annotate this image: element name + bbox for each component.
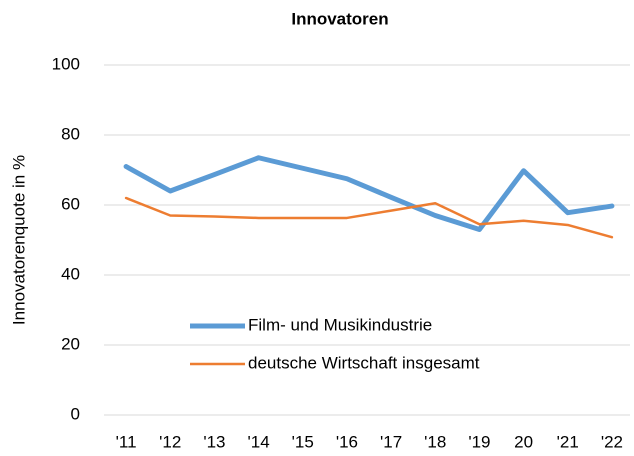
series-line: [123, 155, 615, 232]
x-tick-label: '15: [292, 432, 314, 451]
x-tick-label: '22: [601, 432, 623, 451]
y-tick-label: 60: [61, 194, 80, 213]
y-tick-label: 100: [52, 54, 80, 73]
legend-label: Film- und Musikindustrie: [248, 315, 432, 334]
x-tick-label: 20: [514, 432, 533, 451]
x-tick-label: '13: [203, 432, 225, 451]
x-tick-label: '17: [380, 432, 402, 451]
y-tick-label: 20: [61, 334, 80, 353]
y-tick-label: 80: [61, 124, 80, 143]
y-tick-label: 0: [71, 404, 80, 423]
x-tick-label: '16: [336, 432, 358, 451]
x-tick-label: '12: [159, 432, 181, 451]
chart-title: Innovatoren: [291, 9, 388, 28]
x-tick-label: '14: [248, 432, 270, 451]
legend-label: deutsche Wirtschaft insgesamt: [248, 353, 480, 372]
series-line: [124, 196, 614, 239]
x-tick-label: '19: [468, 432, 490, 451]
y-axis-label: Innovatorenquote in %: [9, 155, 28, 325]
x-tick-label: '21: [557, 432, 579, 451]
x-tick-label: '18: [424, 432, 446, 451]
y-tick-label: 40: [61, 264, 80, 283]
x-tick-label: '11: [116, 432, 137, 451]
